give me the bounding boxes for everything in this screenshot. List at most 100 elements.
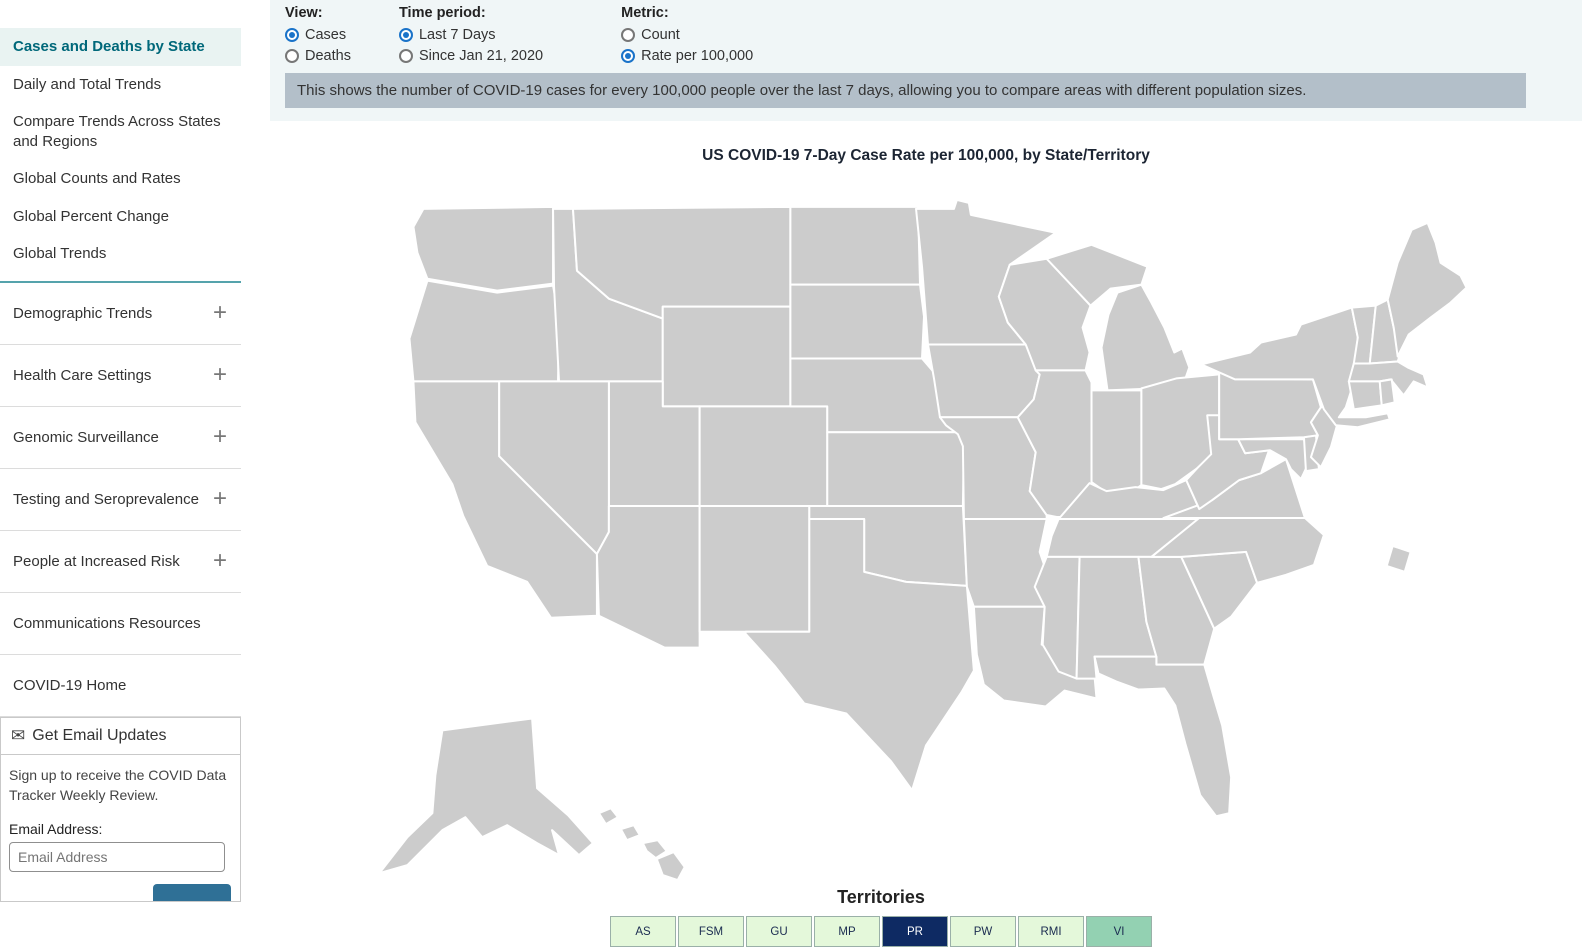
radio-label: Rate per 100,000 (641, 48, 754, 64)
radio-icon[interactable] (285, 49, 299, 63)
sidebar: Cases and Deaths by State Daily and Total… (0, 0, 241, 939)
radio-icon[interactable] (285, 28, 299, 42)
territory-button-VI[interactable]: VI (1086, 916, 1152, 947)
radio-icon[interactable] (398, 49, 413, 63)
state-WY[interactable] (661, 305, 792, 408)
email-input[interactable] (9, 842, 225, 873)
state-AK[interactable] (378, 717, 594, 875)
email-signup-title: Get Email Updates (32, 726, 167, 744)
sidebar-expandables: Demographic Trends + Health Care Settings +… (0, 283, 241, 593)
control-group-label: Metric: (621, 5, 669, 21)
plus-icon[interactable]: + (212, 547, 227, 574)
territories-section: Territories AS FSM GU MP PR PW RMI VI (225, 887, 1537, 947)
top-zone: View: Cases Deaths Time period: Last 7 Days S… (270, 0, 1582, 121)
sidebar-item[interactable]: Global Percent Change (13, 207, 169, 225)
sidebar-item[interactable]: Daily and Total Trends (13, 75, 162, 93)
submit-button-partial[interactable] (153, 884, 231, 902)
control-group-label: View: (285, 5, 323, 21)
main-content: View: Cases Deaths Time period: Last 7 Days S… (241, 0, 1582, 947)
territory-button-FSM[interactable]: FSM (678, 916, 744, 947)
state-ND[interactable] (789, 205, 922, 286)
plus-icon[interactable]: + (212, 423, 227, 450)
sidebar-top-gap (0, 0, 241, 28)
state-MI[interactable] (1045, 243, 1191, 392)
email-signup-description: Sign up to receive the COVID Data Tracke… (9, 766, 227, 803)
sidebar-expandable-label: People at Increased Risk (13, 552, 180, 570)
territory-button-GU[interactable]: GU (746, 916, 812, 947)
radio-icon[interactable] (621, 49, 636, 63)
radio-icon[interactable] (621, 28, 636, 42)
territory-button-PR[interactable]: PR (882, 916, 948, 947)
state-IN[interactable] (1090, 389, 1143, 501)
territory-button-PW[interactable]: PW (950, 916, 1016, 947)
email-signup-header: ✉ Get Email Updates (1, 718, 240, 755)
sidebar-expandable-label: Demographic Trends (13, 304, 153, 322)
state-WA[interactable] (412, 205, 555, 292)
territories-heading: Territories (837, 887, 925, 907)
state-RI[interactable] (1378, 378, 1396, 407)
sidebar-item[interactable]: Compare Trends Across States and Regions (13, 113, 221, 150)
control-group: Metric: Count Rate per 100,000 (621, 5, 753, 69)
state-SD[interactable] (789, 283, 926, 360)
sidebar-links: Communications Resources COVID-19 Home (0, 593, 241, 717)
state-IA[interactable] (926, 343, 1041, 419)
sidebar-expandable-label: Testing and Seroprevalence (13, 490, 199, 508)
state-KS[interactable] (826, 431, 965, 508)
info-banner: This shows the number of COVID-19 cases … (285, 73, 1526, 108)
sidebar-expandable-item[interactable]: Demographic Trends + (0, 283, 241, 345)
sidebar-expandable-item[interactable]: Health Care Settings + (0, 345, 241, 407)
state-CT[interactable] (1347, 380, 1383, 411)
territories-row: AS FSM GU MP PR PW RMI VI (225, 916, 1537, 947)
territory-button-AS[interactable]: AS (610, 916, 676, 947)
state-AZ[interactable] (595, 505, 701, 649)
sidebar-expandable-item[interactable]: People at Increased Risk + (0, 531, 241, 593)
state-FL[interactable] (1093, 655, 1233, 818)
sidebar-item[interactable]: Cases and Deaths by State (0, 28, 241, 66)
sidebar-expandable-label: Health Care Settings (13, 366, 152, 384)
radio-label: Last 7 Days (418, 27, 496, 43)
control-group: View: Cases Deaths (285, 5, 351, 69)
sidebar-expandable-item[interactable]: Genomic Surveillance + (0, 407, 241, 469)
email-signup-box: ✉ Get Email Updates Sign up to receive t… (0, 716, 241, 903)
sidebar-item[interactable]: Global Trends (13, 245, 107, 262)
sidebar-nav: Cases and Deaths by State Daily and Total… (0, 28, 241, 273)
radio-icon[interactable] (398, 28, 413, 42)
state-PA[interactable] (1218, 370, 1322, 441)
state-NM[interactable] (698, 505, 811, 633)
us-choropleth-map (378, 198, 1468, 882)
radio-option[interactable]: Count (621, 27, 753, 43)
control-group: Time period: Last 7 Days Since Jan 21, 202… (398, 5, 544, 69)
sidebar-link-item[interactable]: COVID-19 Home (0, 655, 241, 717)
control-group-label: Time period: (398, 5, 486, 21)
sidebar-item[interactable]: Global Counts and Rates (13, 170, 181, 187)
state-DC-marker[interactable] (1385, 544, 1412, 573)
territory-button-RMI[interactable]: RMI (1018, 916, 1084, 947)
email-address-label: Email Address: (9, 821, 103, 838)
map-title: US COVID-19 7-Day Case Rate per 100,000,… (702, 147, 1150, 164)
state-TX[interactable] (744, 518, 975, 792)
sidebar-divider (0, 280, 241, 283)
plus-icon[interactable]: + (212, 485, 227, 512)
state-NC[interactable] (1150, 517, 1325, 584)
sidebar-expandable-label: Genomic Surveillance (13, 428, 159, 446)
sidebar-link-item[interactable]: Communications Resources (0, 593, 241, 655)
map-card: US COVID-19 7-Day Case Rate per 100,000,… (270, 121, 1582, 947)
radio-option[interactable]: Last 7 Days (398, 27, 543, 43)
radio-label: Count (641, 27, 680, 43)
state-NY[interactable] (1200, 306, 1391, 429)
state-CO[interactable] (698, 405, 829, 508)
plus-icon[interactable]: + (212, 299, 227, 326)
sidebar-expandable-item[interactable]: Testing and Seroprevalence + (0, 469, 241, 531)
state-OR[interactable] (408, 279, 561, 383)
radio-label: Cases (305, 27, 347, 43)
plus-icon[interactable]: + (212, 361, 227, 388)
radio-option[interactable]: Cases (285, 27, 351, 43)
radio-option[interactable]: Deaths (285, 48, 351, 64)
state-ME[interactable] (1386, 221, 1468, 358)
radio-option[interactable]: Rate per 100,000 (621, 48, 753, 64)
envelope-icon: ✉ (11, 726, 26, 745)
territory-button-MP[interactable]: MP (814, 916, 880, 947)
radio-label: Since Jan 21, 2020 (418, 48, 544, 64)
radio-option[interactable]: Since Jan 21, 2020 (398, 48, 544, 64)
state-HI[interactable] (597, 807, 686, 882)
